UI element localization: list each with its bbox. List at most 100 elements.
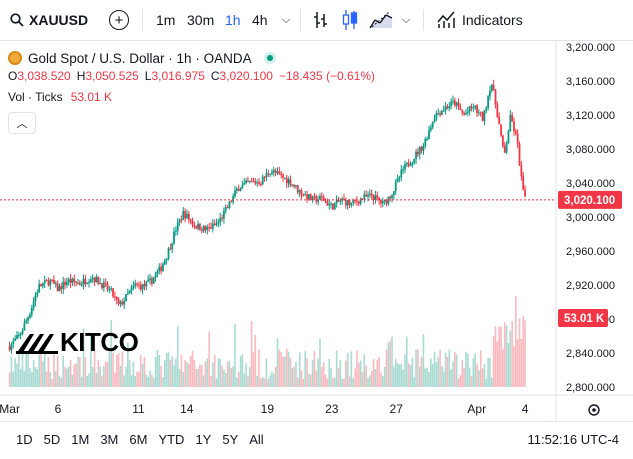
range-1m[interactable]: 1M [71,432,90,447]
volume-bar [254,335,257,387]
candle-body [367,194,369,197]
volume-bar [302,378,305,387]
candle-body [498,116,501,125]
chart-legend: Gold Spot / U.S. Dollar · 1h · OANDA [8,48,276,68]
candle-body [230,201,233,203]
candle-body [73,278,76,282]
volume-bar [378,357,380,387]
volume-bar [509,330,512,387]
candle-body [254,181,257,184]
interval-30m[interactable]: 30m [187,0,214,40]
candle-body [514,131,517,134]
area-style-button[interactable] [369,0,393,40]
interval-1m[interactable]: 1m [156,0,175,40]
candle-body [503,146,506,153]
volume-bar [485,378,488,387]
candle-body [509,114,512,132]
candle-body [163,260,166,265]
candle-body [507,131,510,144]
kitco-logo: KITCO [14,327,139,358]
chart-type-dropdown[interactable]: ⌵ [402,0,410,40]
volume-bar [193,359,196,387]
volume-bar [260,378,262,387]
volume-bar [267,378,270,387]
volume-bar [406,336,408,387]
candle-body [272,170,275,173]
candle-body [123,300,126,305]
candle-body [459,106,462,111]
indicators-button[interactable]: Indicators [437,0,523,40]
range-1y[interactable]: 1Y [195,432,212,447]
volume-bar [357,362,360,387]
volume-bar [476,363,478,387]
candle-body [317,199,320,203]
range-5y[interactable]: 5Y [222,432,239,447]
candle-body [252,181,255,183]
candle-body [522,176,525,190]
candle-body [174,230,177,232]
candle-body [363,194,366,200]
candle-body [361,198,364,200]
chevron-down-icon: ⌵ [402,14,411,26]
symbol-search[interactable]: XAUUSD [10,0,88,40]
volume-bar [524,320,526,387]
price-tick-label: 3,080.000 [566,144,615,156]
volume-bar [73,364,76,387]
candle-body [82,279,85,285]
candle-body [505,143,508,153]
candle-body [285,177,288,184]
range-all[interactable]: All [249,432,264,447]
settings-gear-icon[interactable] [588,404,600,416]
interval-dropdown[interactable]: ⌵ [282,0,290,40]
candle-body [189,219,192,221]
clock[interactable]: 11:52:16 UTC-4 [527,432,619,447]
volume-bar [226,361,229,387]
volume-bar [171,356,173,387]
interval-label: 4h [252,12,268,28]
time-tick-label: 6 [55,402,62,416]
candle-body [173,231,175,244]
candle-body [108,289,111,291]
candle-body [167,248,170,259]
range-6m[interactable]: 6M [129,432,148,447]
candle-body [12,340,15,344]
price-chart[interactable]: 2,800.0002,840.0002,880.0002,920.0002,96… [0,41,633,421]
volume-bar [197,368,199,387]
interval-1h[interactable]: 1h [225,0,241,40]
time-axis[interactable]: Mar 6 11 14 19 23 27 Apr 4 [0,402,600,416]
volume-bar [437,357,440,387]
candle-body [520,165,523,177]
candle-body [439,113,441,115]
volume-bar [444,352,447,387]
compare-button[interactable]: + [109,0,129,40]
volume-bar [415,349,417,387]
volume-bar [387,342,390,387]
candle-body [472,107,475,109]
range-ytd[interactable]: YTD [158,432,185,447]
interval-4h[interactable]: 4h [252,0,268,40]
volume-bar [56,355,59,387]
volume-bar [383,366,386,387]
bar-style-button[interactable] [313,0,329,40]
time-tick-label: 27 [390,402,404,416]
volume-bar [114,372,116,387]
volume-bar [145,374,148,387]
candle-body [14,338,17,341]
volume-bar [36,369,39,387]
range-3m[interactable]: 3M [100,432,119,447]
volume-bar [507,343,510,387]
volume-bar [505,325,508,387]
collapse-legend-button[interactable]: ︿ [8,112,36,134]
candles-style-button[interactable] [341,0,359,40]
volume-bar [101,376,103,387]
range-5d[interactable]: 5D [43,432,61,447]
volume-bar [398,364,401,387]
volume-bar [69,360,72,387]
range-1d[interactable]: 1D [16,432,33,447]
candle-body [302,195,305,197]
volume-bar [472,358,475,387]
volume-bar [461,359,464,387]
candle-body [102,282,105,289]
price-axis[interactable]: 2,800.0002,840.0002,880.0002,920.0002,96… [566,42,615,394]
volume-bar [90,335,92,387]
